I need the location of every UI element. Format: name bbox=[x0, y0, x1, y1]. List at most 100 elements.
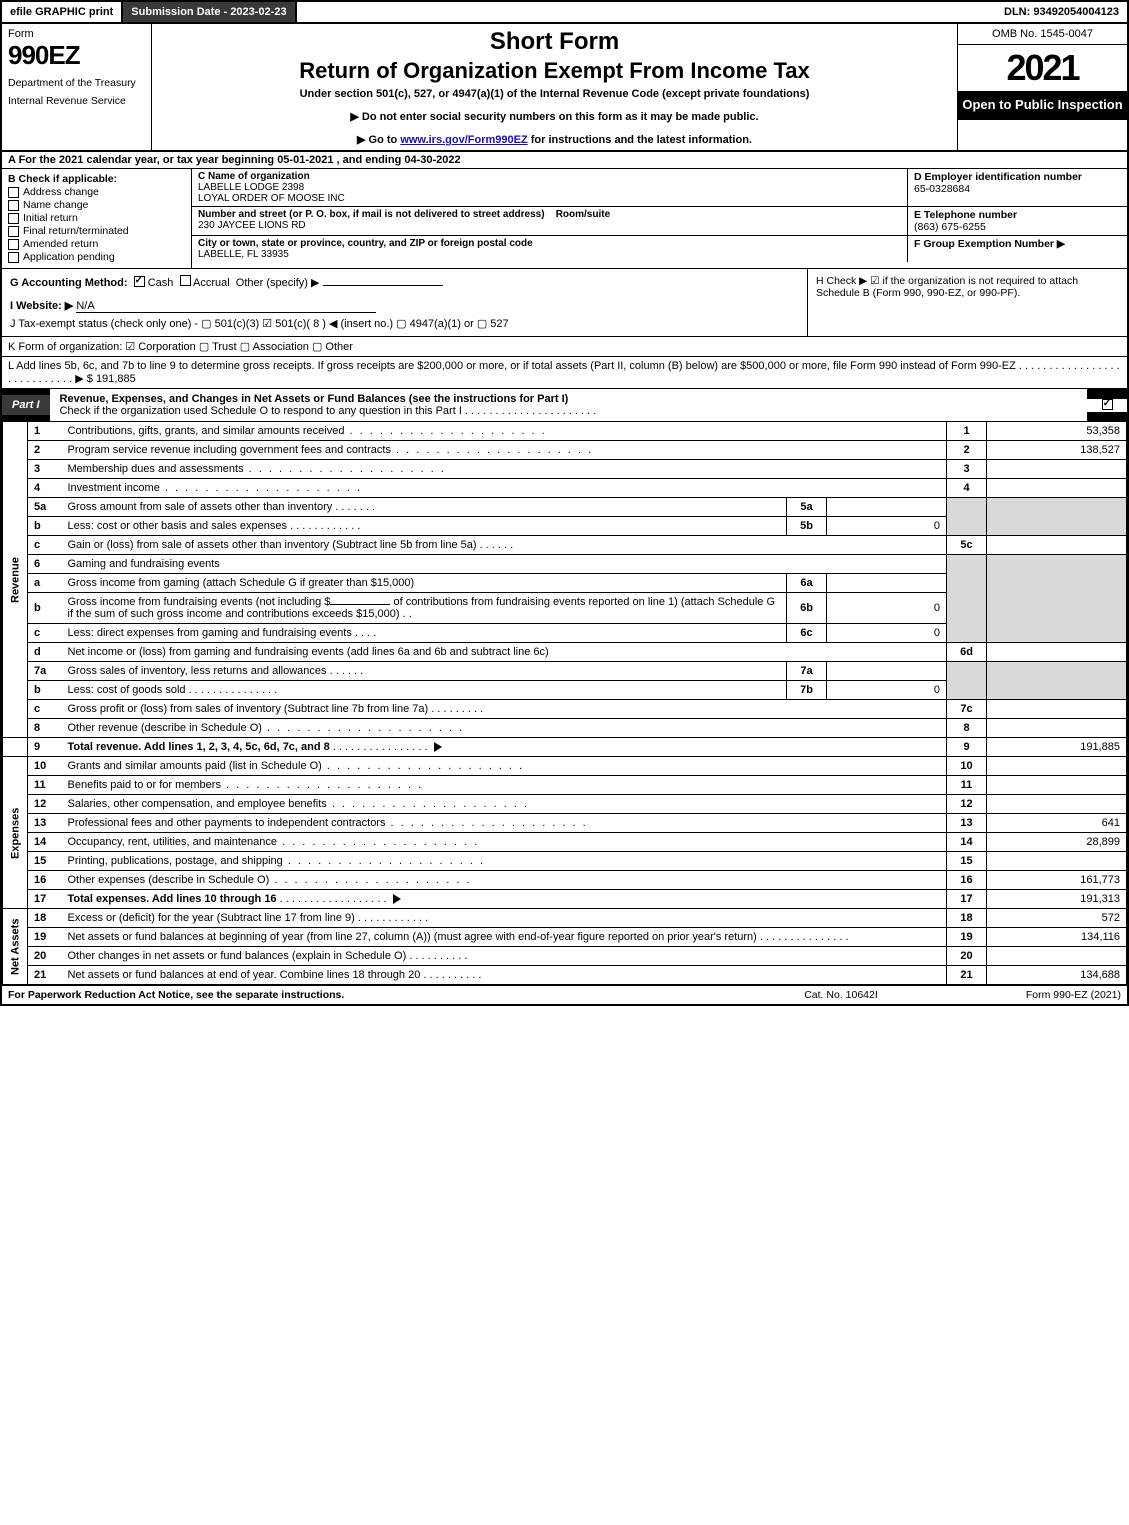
chk-amended-return[interactable]: Amended return bbox=[8, 238, 185, 250]
checkbox-icon bbox=[8, 226, 19, 237]
omb-number: OMB No. 1545-0047 bbox=[958, 24, 1127, 45]
l6b-field[interactable] bbox=[330, 604, 390, 605]
line-desc: Gross amount from sale of assets other t… bbox=[68, 501, 333, 513]
line-desc: Gain or (loss) from sale of assets other… bbox=[68, 539, 477, 551]
line-num: 14 bbox=[28, 833, 62, 852]
footer-form-ref: Form 990-EZ (2021) bbox=[941, 989, 1121, 1001]
line-desc: Gross sales of inventory, less returns a… bbox=[68, 665, 327, 677]
checkbox-icon bbox=[8, 239, 19, 250]
line-amount bbox=[987, 795, 1127, 814]
dept-irs: Internal Revenue Service bbox=[8, 95, 145, 107]
line-num: 8 bbox=[28, 719, 62, 738]
g-other-field[interactable] bbox=[323, 285, 443, 286]
line-21: 21 Net assets or fund balances at end of… bbox=[3, 966, 1127, 985]
line-amount bbox=[987, 776, 1127, 795]
submission-date: Submission Date - 2023-02-23 bbox=[123, 2, 296, 22]
note-link: ▶ Go to www.irs.gov/Form990EZ for instru… bbox=[162, 133, 947, 146]
line-12: 12 Salaries, other compensation, and emp… bbox=[3, 795, 1127, 814]
efile-label: efile GRAPHIC print bbox=[2, 2, 123, 22]
chk-initial-return[interactable]: Initial return bbox=[8, 212, 185, 224]
part-i-tab: Part I bbox=[2, 395, 50, 415]
website-value: N/A bbox=[76, 300, 376, 313]
g-cash: Cash bbox=[148, 277, 174, 289]
chk-label: Initial return bbox=[23, 212, 78, 224]
phone-label: E Telephone number bbox=[914, 209, 1017, 221]
line-box: 9 bbox=[947, 738, 987, 757]
chk-application-pending[interactable]: Application pending bbox=[8, 251, 185, 263]
section-k: K Form of organization: ☑ Corporation ▢ … bbox=[0, 337, 1129, 357]
line-box: 20 bbox=[947, 947, 987, 966]
chk-name-change[interactable]: Name change bbox=[8, 199, 185, 211]
sections-c-d-e-f: C Name of organization LABELLE LODGE 239… bbox=[192, 169, 1127, 268]
line-16: 16 Other expenses (describe in Schedule … bbox=[3, 871, 1127, 890]
line-num: b bbox=[28, 681, 62, 700]
section-a: A For the 2021 calendar year, or tax yea… bbox=[0, 152, 1129, 169]
section-c-city: City or town, state or province, country… bbox=[192, 236, 907, 262]
line-amount: 191,313 bbox=[987, 890, 1127, 909]
ein-value: 65-0328684 bbox=[914, 183, 1121, 195]
line-desc: Total expenses. Add lines 10 through 16 bbox=[68, 893, 277, 905]
street-label: Number and street (or P. O. box, if mail… bbox=[198, 209, 545, 220]
phone-value: (863) 675-6255 bbox=[914, 221, 1121, 233]
section-g: G Accounting Method: Cash Accrual Other … bbox=[2, 269, 807, 336]
sub-box: 5b bbox=[787, 517, 827, 536]
form-word: Form bbox=[8, 28, 145, 40]
chk-final-return[interactable]: Final return/terminated bbox=[8, 225, 185, 237]
section-c-name: C Name of organization LABELLE LODGE 239… bbox=[192, 169, 907, 206]
line-3: 3 Membership dues and assessments 3 bbox=[3, 460, 1127, 479]
city-value: LABELLE, FL 33935 bbox=[198, 249, 901, 260]
line-20: 20 Other changes in net assets or fund b… bbox=[3, 947, 1127, 966]
side-expenses: Expenses bbox=[3, 757, 28, 909]
line-num: c bbox=[28, 536, 62, 555]
line-desc: Professional fees and other payments to … bbox=[68, 817, 386, 829]
part-i-checkbox[interactable] bbox=[1087, 399, 1127, 412]
line-box: 13 bbox=[947, 814, 987, 833]
line-num: b bbox=[28, 593, 62, 624]
line-desc: Net assets or fund balances at beginning… bbox=[68, 931, 757, 943]
line-amount: 161,773 bbox=[987, 871, 1127, 890]
line-num: a bbox=[28, 574, 62, 593]
line-amount bbox=[987, 719, 1127, 738]
grey-cell bbox=[987, 555, 1127, 643]
line-box: 17 bbox=[947, 890, 987, 909]
line-num: 12 bbox=[28, 795, 62, 814]
grey-cell bbox=[987, 662, 1127, 700]
chk-label: Amended return bbox=[23, 238, 98, 250]
street-value: 230 JAYCEE LIONS RD bbox=[198, 220, 901, 231]
l6b-pre: Gross income from fundraising events (no… bbox=[68, 596, 331, 608]
line-10: Expenses 10 Grants and similar amounts p… bbox=[3, 757, 1127, 776]
line-desc: Printing, publications, postage, and shi… bbox=[68, 855, 283, 867]
line-num: 15 bbox=[28, 852, 62, 871]
line-desc: Salaries, other compensation, and employ… bbox=[68, 798, 327, 810]
line-desc: Occupancy, rent, utilities, and maintena… bbox=[68, 836, 278, 848]
line-box: 8 bbox=[947, 719, 987, 738]
line-box: 6d bbox=[947, 643, 987, 662]
dept-treasury: Department of the Treasury bbox=[8, 77, 145, 89]
line-num: 18 bbox=[28, 909, 62, 928]
tax-year: 2021 bbox=[958, 45, 1127, 91]
line-num: 21 bbox=[28, 966, 62, 985]
line-box: 5c bbox=[947, 536, 987, 555]
line-6: 6 Gaming and fundraising events bbox=[3, 555, 1127, 574]
short-form-title: Short Form bbox=[162, 28, 947, 56]
checkbox-accrual-icon bbox=[180, 275, 191, 286]
line-box: 15 bbox=[947, 852, 987, 871]
line-amount bbox=[987, 700, 1127, 719]
line-amount: 191,885 bbox=[987, 738, 1127, 757]
chk-address-change[interactable]: Address change bbox=[8, 186, 185, 198]
line-amount bbox=[987, 643, 1127, 662]
sub-val: 0 bbox=[827, 593, 947, 624]
line-7a: 7a Gross sales of inventory, less return… bbox=[3, 662, 1127, 681]
checkbox-icon bbox=[8, 252, 19, 263]
line-num: 3 bbox=[28, 460, 62, 479]
sub-val bbox=[827, 574, 947, 593]
section-b-label-text: B Check if applicable: bbox=[8, 173, 117, 185]
section-f: F Group Exemption Number ▶ bbox=[907, 236, 1127, 262]
section-b: B Check if applicable: Address change Na… bbox=[2, 169, 192, 268]
line-num: 9 bbox=[28, 738, 62, 757]
sub-box: 7b bbox=[787, 681, 827, 700]
line-desc: Benefits paid to or for members bbox=[68, 779, 221, 791]
irs-link[interactable]: www.irs.gov/Form990EZ bbox=[400, 134, 527, 146]
sub-box: 6a bbox=[787, 574, 827, 593]
part-i-check-note: Check if the organization used Schedule … bbox=[60, 405, 597, 417]
